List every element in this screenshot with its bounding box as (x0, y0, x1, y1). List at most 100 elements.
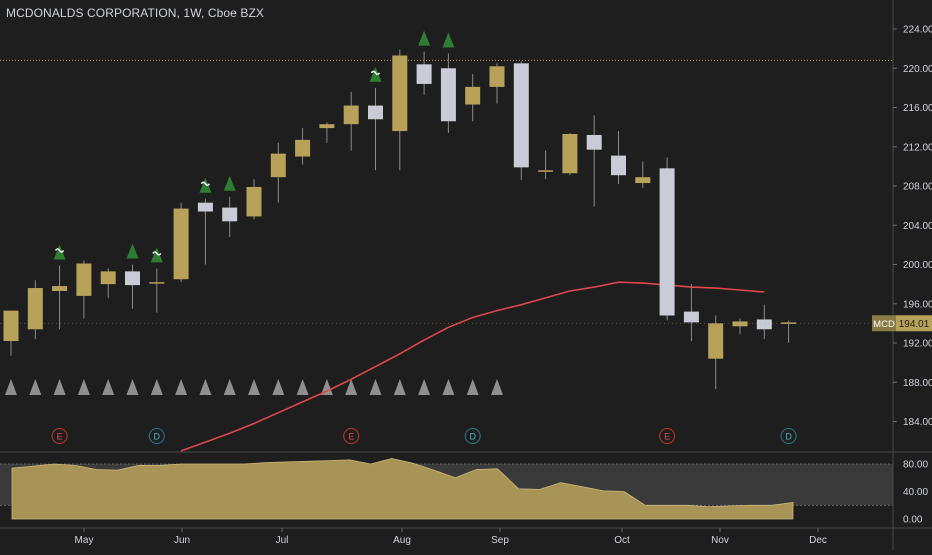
dividend-event-icon (780, 428, 797, 444)
candle-body (513, 63, 529, 168)
signal-flag-icon (55, 248, 65, 253)
candle-body (100, 271, 116, 285)
candle-body (440, 68, 456, 122)
oscillator-pane (0, 458, 893, 520)
up-signal-icon (53, 244, 66, 260)
up-signal-icon (126, 243, 139, 259)
neutral-signal-icon (29, 379, 42, 395)
neutral-signal-icon (369, 379, 382, 395)
candle-body (659, 168, 675, 316)
up-signal-icon (442, 32, 455, 48)
price-tick-label: 216.00 (903, 103, 932, 114)
candle-body (611, 155, 626, 176)
time-tick-label: Aug (393, 535, 411, 546)
price-tick-label: 188.00 (903, 378, 932, 389)
candle-body (222, 207, 238, 222)
price-badge (896, 315, 932, 332)
candle-body (683, 311, 699, 323)
neutral-signal-icon (53, 379, 66, 395)
candle-body (76, 263, 92, 296)
time-tick-label: Dec (809, 535, 827, 546)
neutral-signal-icon (442, 379, 455, 395)
neutral-signal-icon (393, 379, 406, 395)
oscillator-tick-label: 0.00 (903, 515, 923, 526)
neutral-signal-icon (248, 379, 260, 395)
neutral-signal-icon (126, 379, 139, 395)
event-label: E (57, 432, 63, 442)
candle-body (3, 310, 19, 342)
oscillator-tick-label: 80.00 (903, 460, 928, 471)
up-signal-icon (418, 30, 431, 46)
price-tick-label: 184.00 (903, 417, 932, 428)
up-signal-icon (199, 177, 212, 193)
up-signals-layer (53, 30, 455, 263)
price-tick-label: 220.00 (903, 64, 932, 75)
neutral-signal-icon (150, 379, 163, 395)
up-signal-icon (150, 247, 163, 263)
price-tick-label: 212.00 (903, 142, 932, 153)
neutral-signal-icon (320, 379, 333, 395)
neutral-signal-icon (199, 379, 212, 395)
candle-body (635, 177, 651, 184)
signal-flag-icon (370, 70, 381, 76)
candle-body (392, 55, 408, 132)
neutral-signal-icon (466, 379, 479, 395)
neutral-signal-icon (272, 379, 285, 395)
up-signal-icon (369, 66, 382, 82)
event-label: E (664, 432, 670, 442)
time-tick-label: Jul (276, 535, 289, 546)
candle-body (173, 208, 189, 280)
neutral-signal-icon (491, 379, 503, 395)
price-tick-label: 192.00 (903, 339, 932, 350)
candle-body (246, 186, 262, 217)
time-tick-label: May (75, 535, 94, 546)
chart-title: MCDONALDS CORPORATION, 1W, Cboe BZX (6, 6, 264, 20)
candle-body (416, 64, 432, 84)
candle-body (52, 286, 68, 291)
dividend-event-icon (148, 428, 165, 444)
up-signal-icon (223, 175, 236, 191)
price-tick-label: 224.00 (903, 25, 932, 36)
candle-body (732, 321, 748, 327)
event-label: E (348, 432, 354, 442)
candle-body (368, 105, 383, 120)
candle-body (586, 134, 602, 150)
price-tick-label: 208.00 (903, 182, 932, 193)
price-tick-label: 200.00 (903, 260, 932, 271)
candle-body (295, 139, 311, 157)
candles-layer (3, 49, 797, 390)
neutral-signal-icon (223, 379, 236, 395)
neutral-signal-icon (102, 379, 115, 395)
symbol-badge (872, 315, 896, 332)
oscillator-area (11, 458, 794, 520)
neutral-signal-icon (5, 379, 17, 395)
signal-flag-icon (152, 251, 162, 256)
time-tick-label: Jun (174, 535, 190, 546)
neutral-signal-icon (77, 379, 90, 395)
event-label: D (154, 432, 161, 442)
earnings-event-icon (343, 428, 360, 444)
candle-body (197, 202, 213, 212)
event-label: D (785, 432, 792, 442)
price-tick-label: 196.00 (903, 299, 932, 310)
candle-body (708, 323, 724, 359)
price-badge-value: 194.01 (899, 319, 930, 330)
oscillator-tick-label: 40.00 (903, 487, 928, 498)
candle-body (343, 105, 359, 125)
candle-body (125, 271, 140, 286)
dividend-event-icon (464, 428, 481, 444)
neutral-signal-icon (296, 379, 309, 395)
earnings-event-icon (659, 428, 676, 444)
neutral-signal-icon (418, 379, 431, 395)
candle-body (319, 124, 335, 129)
time-tick-label: Sep (491, 535, 509, 546)
candle-body (465, 86, 481, 105)
time-tick-label: Oct (614, 535, 630, 546)
candle-body (27, 288, 43, 330)
symbol-badge-label: MCD (873, 319, 895, 330)
earnings-event-icon (51, 428, 68, 444)
